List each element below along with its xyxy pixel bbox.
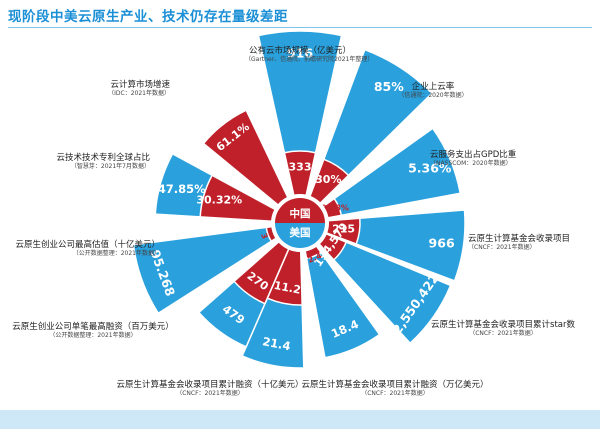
metric-name: 云技术技术专利全球占比 (56, 153, 150, 163)
china-half (275, 198, 325, 223)
metric-name: 云原生计算基金会收录项目累计融资（万亿美元） (301, 380, 489, 390)
metric-name: 云计算市场增速 (110, 80, 170, 90)
us-center-label: 美国 (290, 226, 311, 239)
title-rule (8, 27, 592, 28)
metric-name: 云原生创业公司单笔最高融资（百万美元） (12, 322, 174, 332)
metric-source: （CNCF：2021年数据） (469, 330, 537, 338)
metric-source: （公开数据整理：2021年数据） (49, 332, 137, 340)
metric-label: 云原生创业公司单笔最高融资（百万美元） （公开数据整理：2021年数据） (8, 322, 178, 339)
metric-label: 云原生计算基金会收录项目 （CNCF：2021年数据） (468, 234, 588, 251)
china-value-label: 30% (315, 173, 341, 186)
metric-source: （公开数据整理：2021年数据） (72, 250, 160, 258)
metric-source: （智慧芽：2021年7月数据） (70, 163, 150, 171)
china-value-label: 11.2 (273, 279, 302, 297)
metric-name: 云原生计算基金会收录项目累计融资（十亿美元） (116, 380, 304, 390)
china-value-label: 0.38% (321, 204, 349, 213)
metric-source: （IDC：2021年数据） (108, 90, 170, 98)
page-title: 现阶段中美云原生产业、技术仍存在量级差距 (8, 9, 288, 25)
metric-label: 公有云市场规模（亿美元） （Gartner、信通院、前瞻研究院2021年整理） (245, 46, 374, 64)
us-value-label: 23.8% (189, 89, 229, 125)
china-center-label: 中国 (290, 207, 311, 220)
us-value-label: 47.85% (158, 182, 206, 196)
metric-label: 云服务支出占GPD比重 （NASSCOM：2020年数据） (430, 150, 540, 167)
us-value-label: 966 (429, 235, 455, 250)
metric-source: （信通院：2020年数据） (398, 92, 468, 100)
metric-label: 云原生计算基金会收录项目累计star数 （CNCF：2021年数据） (418, 320, 588, 337)
metric-name: 企业上云率 (411, 82, 455, 92)
china-value-label: 3 (259, 232, 269, 240)
footer-bar (0, 410, 600, 429)
metric-source: （NASSCOM：2020年数据） (430, 160, 512, 168)
metric-source: （Gartner、信通院、前瞻研究院2021年整理） (245, 56, 374, 64)
china-value-label: 215 (332, 223, 355, 236)
us-value-label: 5.36% (408, 160, 452, 175)
us-half (275, 223, 325, 248)
metric-label: 云计算市场增速 （IDC：2021年数据） (60, 80, 170, 97)
metric-name: 云原生计算基金会收录项目 (468, 234, 571, 244)
metric-label: 云技术技术专利全球占比 （智慧芽：2021年7月数据） (30, 153, 150, 170)
metric-source: （CNCF：2021年数据） (468, 244, 536, 252)
metric-label: 云原生计算基金会收录项目累计融资（十亿美元） （CNCF：2021年数据） (110, 380, 310, 397)
metric-source: （CNCF：2021年数据） (176, 390, 244, 398)
china-value-label: 30.32% (196, 193, 242, 206)
metric-source: （CNCF：2021年数据） (361, 390, 429, 398)
metric-name: 公有云市场规模（亿美元） (248, 46, 351, 56)
bars (132, 30, 466, 369)
metric-name: 云服务支出占GPD比重 (430, 150, 517, 160)
us-value-label: 85% (374, 79, 404, 94)
metric-name: 云原生创业公司最高估值（十亿美元） (15, 240, 160, 250)
china-value-label: 333 (289, 161, 312, 174)
us-value-label: 916 (287, 46, 313, 61)
metric-name: 云原生计算基金会收录项目累计star数 (431, 320, 575, 330)
metric-label: 云原生创业公司最高估值（十亿美元） （公开数据整理：2021年数据） (10, 240, 160, 257)
metric-label: 企业上云率 （信通院：2020年数据） (388, 82, 478, 99)
us-value-label: 21.4 (261, 334, 292, 353)
metric-label: 云原生计算基金会收录项目累计融资（万亿美元） （CNCF：2021年数据） (295, 380, 495, 397)
